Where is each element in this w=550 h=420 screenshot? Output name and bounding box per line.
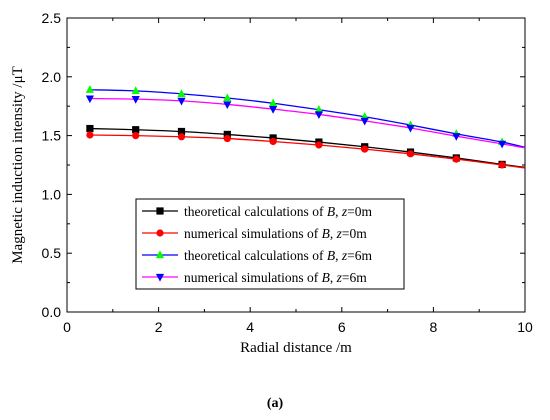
data-point	[85, 95, 94, 104]
data-point	[86, 124, 94, 133]
legend-entry: theoretical calculations of B, z=0m	[142, 204, 372, 219]
data-point	[156, 207, 164, 215]
data-point	[452, 133, 461, 141]
data-point	[223, 134, 231, 143]
y-tick-label: 1.0	[42, 186, 62, 202]
y-tick-label: 1.5	[42, 128, 62, 144]
data-point	[177, 89, 186, 97]
data-point	[406, 150, 415, 158]
legend-entry: numerical simulations of B, z=0m	[142, 226, 367, 241]
series-line	[89, 89, 526, 148]
y-axis-ticks: 0.0 0.5 1.0 1.5 2.0 2.5	[42, 10, 525, 320]
data-point	[360, 117, 369, 126]
series-layer	[85, 85, 526, 169]
figure-caption: (a)	[266, 396, 284, 411]
data-point	[452, 155, 460, 163]
x-tick-label: 6	[338, 319, 346, 335]
x-tick-label: 4	[246, 319, 254, 335]
legend-label: numerical simulations of B, z=0m	[184, 226, 367, 241]
data-point	[155, 273, 165, 282]
data-point	[223, 93, 232, 102]
data-point	[85, 85, 94, 93]
legend-entry: theoretical calculations of B, z=6m	[142, 248, 372, 263]
y-tick-label: 0.0	[42, 304, 62, 320]
data-point	[177, 97, 186, 106]
data-point	[132, 132, 140, 140]
legend-label: theoretical calculations of B, z=0m	[184, 204, 372, 219]
data-point	[223, 130, 231, 139]
legend-entry: numerical simulations of B, z=6m	[142, 270, 367, 285]
data-point	[132, 126, 140, 134]
x-tick-label: 2	[155, 319, 163, 335]
data-point	[498, 161, 506, 169]
data-point	[131, 96, 140, 104]
data-point	[269, 137, 277, 146]
data-point	[498, 140, 507, 149]
y-tick-label: 2.0	[42, 69, 62, 85]
data-point	[177, 133, 186, 141]
series-4	[85, 95, 526, 149]
legend-box	[135, 198, 405, 290]
data-point	[269, 106, 278, 114]
x-axis-title: Radial distance /m	[240, 340, 352, 356]
legend-label: numerical simulations of B, z=6m	[184, 270, 367, 285]
legend: theoretical calculations of B, z=0m numer…	[135, 198, 405, 290]
x-tick-label: 0	[63, 319, 71, 335]
series-2	[86, 131, 526, 169]
data-point	[315, 141, 323, 149]
data-point	[314, 111, 323, 120]
series-3	[85, 85, 526, 148]
series-1	[86, 124, 526, 169]
data-point	[223, 101, 232, 110]
data-point	[177, 127, 186, 136]
data-point	[269, 98, 278, 107]
data-point	[361, 145, 369, 153]
legend-label: theoretical calculations of B, z=6m	[184, 248, 372, 263]
y-tick-label: 0.5	[42, 245, 62, 261]
y-axis-title: Magnetic induction intensity /μT	[10, 66, 26, 264]
data-point	[156, 229, 164, 237]
data-point	[155, 250, 165, 259]
x-tick-label: 8	[430, 319, 438, 335]
y-tick-label: 2.5	[42, 10, 62, 26]
data-point	[131, 86, 140, 95]
data-point	[314, 105, 323, 113]
data-point	[86, 131, 94, 139]
data-point	[406, 124, 415, 133]
x-tick-label: 10	[517, 319, 533, 335]
x-axis-ticks: 0 2 4 6 8 10	[63, 18, 533, 335]
series-line	[89, 134, 526, 169]
